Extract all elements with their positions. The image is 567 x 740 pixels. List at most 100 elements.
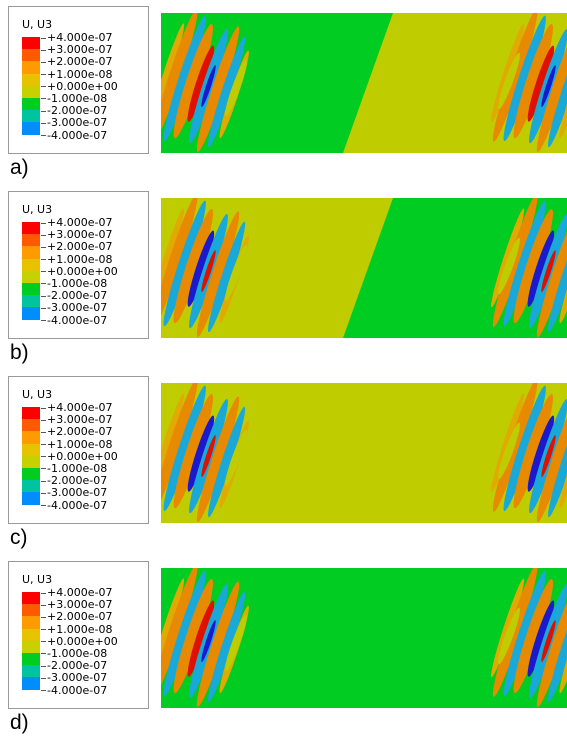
legend-swatch bbox=[22, 431, 40, 444]
left-wave-packet-core bbox=[201, 435, 216, 478]
legend-swatch bbox=[22, 49, 40, 62]
left-side-lobe bbox=[225, 59, 247, 117]
legend-label-text: +1.000e-08 bbox=[47, 67, 113, 81]
legend-label-text: -1.000e-08 bbox=[47, 646, 108, 660]
legend-box: U, U3 +4.000e-07 +3.000e-07 +2.000e-07 +1.00… bbox=[8, 6, 149, 154]
legend-tick bbox=[41, 222, 46, 224]
right-side-lobe bbox=[498, 237, 520, 295]
left-wave-packet-band-0 bbox=[161, 578, 185, 678]
right-wave-packet-band-0 bbox=[491, 208, 525, 308]
legend-swatch bbox=[22, 604, 40, 617]
contour-plot bbox=[161, 198, 567, 338]
panel-label: c) bbox=[10, 526, 28, 549]
legend-box: U, U3 +4.000e-07 +3.000e-07 +2.000e-07 +1.00… bbox=[8, 191, 149, 339]
legend-label-text: +4.000e-07 bbox=[47, 31, 113, 44]
legend-tick bbox=[41, 677, 46, 679]
legend-label: +2.000e-07 bbox=[41, 426, 118, 438]
legend-label-text: -3.000e-07 bbox=[47, 301, 108, 315]
left-wave-packet bbox=[161, 383, 249, 522]
right-wave-packet-band-2 bbox=[503, 200, 546, 327]
legend-tick bbox=[41, 616, 46, 618]
legend-label-text: -2.000e-07 bbox=[47, 104, 108, 118]
legend-label-text: +0.000e+00 bbox=[47, 634, 118, 648]
left-wave-packet-band-6 bbox=[196, 396, 240, 522]
legend-label: +0.000e+00 bbox=[41, 80, 118, 93]
legend-tick bbox=[41, 259, 46, 261]
legend-swatch bbox=[22, 307, 40, 320]
legend-tick bbox=[41, 74, 46, 76]
legend-label-text: +2.000e-07 bbox=[47, 55, 113, 69]
legend-swatch bbox=[22, 73, 40, 86]
left-wave-packet-core bbox=[201, 620, 216, 663]
legend-title: U, U3 bbox=[22, 573, 53, 586]
legend-label: +3.000e-07 bbox=[41, 44, 118, 56]
legend-tick bbox=[41, 419, 46, 421]
legend-box: U, U3 +4.000e-07 +3.000e-07 +2.000e-07 +1.00… bbox=[8, 376, 149, 524]
legend-color-bar bbox=[22, 592, 40, 690]
legend-label-text: +2.000e-07 bbox=[47, 425, 113, 439]
legend-label: -1.000e-08 bbox=[41, 646, 118, 660]
panel-d: U, U3 +4.000e-07 +3.000e-07 +2.000e-07 +1.00… bbox=[0, 555, 567, 740]
legend-tick bbox=[41, 86, 46, 88]
legend-label-text: +3.000e-07 bbox=[47, 228, 113, 242]
left-wave-packet-band-2 bbox=[163, 385, 206, 512]
legend-swatch bbox=[22, 110, 40, 123]
legend-swatch bbox=[22, 270, 40, 283]
left-wave-packet-band-1 bbox=[161, 13, 198, 142]
legend-tick bbox=[41, 49, 46, 51]
legend-tick bbox=[41, 480, 46, 482]
left-side-lobe bbox=[225, 614, 247, 672]
left-wave-packet-band-3 bbox=[173, 579, 213, 694]
left-wave-packet-band-6 bbox=[196, 211, 240, 337]
legend-label-text: -4.000e-07 bbox=[47, 498, 108, 512]
legend-tick bbox=[41, 690, 46, 691]
legend-label-text: +4.000e-07 bbox=[47, 216, 113, 229]
legend-label-text: -1.000e-08 bbox=[47, 461, 108, 475]
legend-label: -1.000e-08 bbox=[41, 91, 118, 105]
legend-label: -1.000e-08 bbox=[41, 277, 118, 290]
left-wave-packet-band-0 bbox=[161, 393, 185, 493]
right-wave-packet-band-1 bbox=[492, 198, 538, 327]
legend-label-text: +2.000e-07 bbox=[47, 610, 113, 624]
left-wave-packet-band-0 bbox=[161, 208, 185, 308]
legend-label: +4.000e-07 bbox=[41, 216, 118, 229]
left-wave-packet-band-1 bbox=[161, 198, 198, 327]
left-wave-packet-core bbox=[201, 65, 216, 108]
left-wave-packet-band-7 bbox=[208, 36, 246, 148]
legend-label: -3.000e-07 bbox=[41, 302, 118, 314]
legend-label: +2.000e-07 bbox=[41, 611, 118, 623]
legend-tick bbox=[41, 505, 46, 506]
panel-label: b) bbox=[10, 341, 29, 364]
legend-label: +2.000e-07 bbox=[41, 241, 118, 253]
left-wave-packet-band-3 bbox=[173, 209, 213, 324]
left-wave-packet-band-3 bbox=[173, 24, 213, 139]
legend-label-text: +4.000e-07 bbox=[47, 586, 113, 599]
legend-swatch bbox=[22, 652, 40, 666]
legend-label: +1.000e-08 bbox=[41, 253, 118, 266]
right-wave-packet-band-0 bbox=[491, 23, 525, 123]
right-wave-packet-band-6 bbox=[536, 211, 567, 337]
right-wave-packet-core bbox=[541, 435, 556, 478]
legend-label-text: -2.000e-07 bbox=[47, 474, 108, 488]
legend-swatch bbox=[22, 467, 40, 481]
legend-label-text: +3.000e-07 bbox=[47, 43, 113, 57]
legend-swatch bbox=[22, 419, 40, 432]
legend-labels: +4.000e-07 +3.000e-07 +2.000e-07 +1.000e-08… bbox=[41, 31, 118, 142]
legend-label-text: -3.000e-07 bbox=[47, 486, 108, 500]
left-wave-packet-band-4 bbox=[187, 600, 215, 677]
legend-tick bbox=[41, 641, 46, 643]
legend-label-text: +4.000e-07 bbox=[47, 401, 113, 414]
left-wave-packet-band-4 bbox=[187, 230, 215, 307]
legend-tick bbox=[41, 468, 46, 470]
right-wave-packet-band-6 bbox=[536, 396, 567, 522]
legend-label: +1.000e-08 bbox=[41, 623, 118, 636]
legend-title: U, U3 bbox=[22, 203, 53, 216]
legend-tick bbox=[41, 592, 46, 594]
legend-label-text: +0.000e+00 bbox=[47, 449, 118, 463]
left-wave-packet bbox=[161, 198, 249, 337]
panel-label: d) bbox=[10, 711, 29, 734]
legend-tick bbox=[41, 98, 46, 100]
legend-tick bbox=[41, 407, 46, 409]
left-side-lobe bbox=[225, 429, 247, 487]
legend-label-text: -1.000e-08 bbox=[47, 91, 108, 105]
